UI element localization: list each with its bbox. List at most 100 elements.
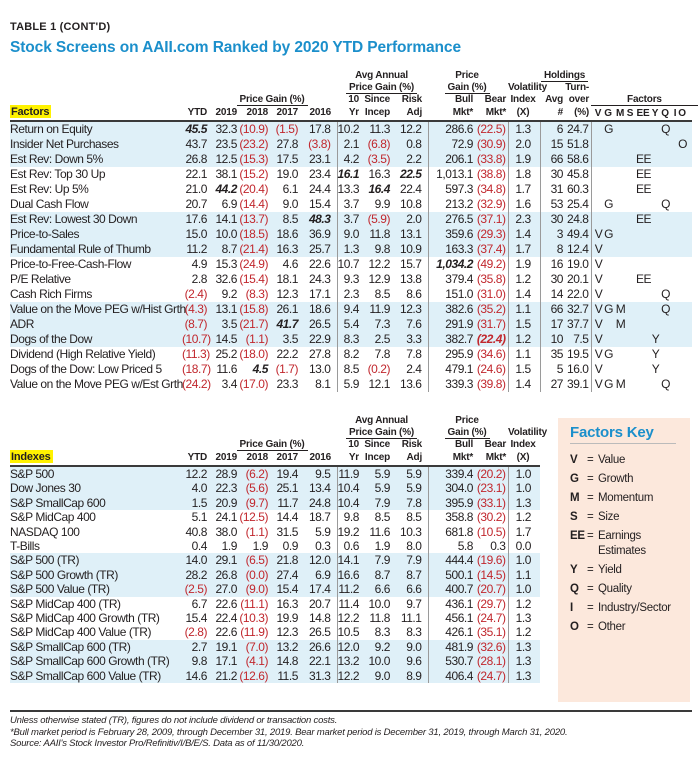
table-row: S&P MidCap 400 (TR) 6.7 22.6 (11.1) 16.3 20.7… [10,596,541,612]
price-gain-header: Price Gain (%) [209,439,337,451]
cell-bear-mkt: (20.7) [475,582,509,597]
cell-since-incep: 1.9 [374,539,391,554]
bear-mkt-header: Mkt* [475,106,509,122]
cell-y2019: 8.7 [209,242,239,257]
cell-bull-mkt: 382.7 [427,332,476,347]
row-name: Return on Equity [10,121,182,137]
factor-code: V [594,377,603,391]
cell-since-incep: 9.9 [374,197,391,211]
cell-y2017: 3.5 [270,332,300,347]
cell-bear-mkt: (22.5) [475,121,509,137]
cell-since-incep: 11.6 [369,524,390,539]
footnote: *Bull market period is February 28, 2009… [10,726,568,738]
table-row: Insider Net Purchases 43.7 23.5 (23.2) 27.8(… [10,137,693,152]
cell-turnover: 12.4 [565,242,592,257]
cell-y2019: 1.9 [221,539,238,554]
cell-y2018: (6.5) [239,553,270,568]
cell-y2016: 22.1 [300,654,337,669]
factor-code: G [604,302,613,316]
cell-y2019: 15.3 [215,257,237,271]
row-name: S&P MidCap 400 [10,510,96,525]
factor-code: Y [651,332,660,346]
avg-annual-subheader: Price Gain (%) [337,82,428,94]
factor-code: Y [570,564,578,576]
cell-y2017: 11.7 [270,495,300,511]
cell-y2019: 13.1 [209,302,239,317]
cell-y2016: 12.0 [300,553,337,568]
factor-code: G [570,473,579,485]
cell-y2016: 36.9 [300,227,337,242]
cell-y2018: (15.3) [239,152,270,167]
holdings-header: Holdings [540,70,591,82]
cell-y2018: (23.2) [239,137,270,152]
cell-volatility: 1.0 [507,582,541,597]
cell-bull-mkt: 206.1 [427,152,476,167]
factor-code: V [594,362,603,376]
cell-since-incep: 8.3 [374,625,391,640]
cell-holdings-avg: 17 [539,317,566,332]
cell-y2017: 31.5 [276,524,298,539]
table-row: ADR (8.7) 3.5 (21.7) 41.7 26.5 5.4 7.3 7.6 291.9(… [10,317,693,332]
cell-ytd: 14.0 [182,553,209,568]
cell-y2018: (24.9) [239,257,268,271]
cell-bear-mkt: (31.0) [476,287,506,301]
cell-y2018: (8.3) [245,287,269,301]
pct-header: (%) [565,106,592,122]
row-name: Dogs of the Dow: Low Priced 5 [10,362,162,376]
table-row: Est Rev: Down 5% 26.8 12.5 (15.3) 17.5 23.1 4.… [10,152,693,167]
cell-y2016: 31.3 [300,668,337,684]
cell-y2016: 22.9 [300,332,337,347]
cell-since-incep: 10.0 [368,596,390,611]
cell-y2017: 12.3 [276,625,298,640]
cell-y2018: (15.2) [239,167,268,181]
since-header: Since [364,94,390,105]
cell-factors: EE [590,182,693,197]
index-header: Index [510,94,536,105]
cell-ten-yr: 12.0 [336,639,361,655]
cell-y2016: 18.7 [308,510,331,525]
cell-y2017: 8.5 [270,212,300,227]
bull-header: Bull [454,439,474,450]
cell-ten-yr: 10.4 [336,481,361,496]
cell-ten-yr: 11.9 [336,466,361,482]
cell-ytd: 1.5 [182,495,209,511]
cell-holdings-avg: 27 [539,377,566,392]
cell-y2017: 22.2 [276,347,298,361]
cell-risk-adj: 8.9 [392,668,429,684]
footnotes: Unless otherwise stated (TR), figures do… [10,715,568,750]
cell-volatility: 1.2 [507,596,541,612]
cell-bear-mkt: (35.8) [476,272,506,286]
factor-code: V [570,454,578,466]
cell-y2017: 27.8 [270,137,300,152]
cell-bull-mkt: 479.1 [427,362,476,377]
cell-bear-mkt: (20.2) [475,466,509,482]
cell-holdings-avg: 16 [539,257,566,272]
cell-y2016: 27.8 [308,347,331,361]
factor-code: G [604,122,613,136]
cell-y2016: 9.5 [300,466,337,482]
cell-bear-mkt: (33.8) [475,152,509,167]
cell-y2016: 6.9 [300,567,337,583]
avg-annual-header: Avg Annual [355,70,408,81]
factor-code: G [604,347,613,361]
cell-bear-mkt: (32.6) [475,639,509,655]
cell-since-incep: 11.9 [361,302,392,317]
market-price-header: Price [455,415,479,426]
factors-screens-table: Avg Annual Price Holdings Price Gain (%)… [10,70,698,392]
table-row: S&P MidCap 400 Growth (TR) 15.4 22.4 (10.3)… [10,611,541,626]
row-name: Price-to-Sales [10,227,182,242]
factors-header: Factors [591,94,698,106]
cell-holdings-avg: 31 [539,182,566,197]
row-name: Dow Jones 30 [10,481,182,496]
table-row: S&P SmallCap 600 (TR) 2.7 19.1 (7.0) 13.2 26.… [10,639,541,655]
cell-ten-yr: 3.7 [336,197,361,212]
cell-y2019: 32.3 [209,121,239,137]
cell-y2018: (15.4) [239,272,268,286]
cell-turnover: 60.3 [566,182,589,196]
cell-since-incep: (6.8) [361,137,392,152]
row-name: S&P SmallCap 600 Value (TR) [10,668,182,684]
cell-ytd: 17.6 [182,212,209,227]
